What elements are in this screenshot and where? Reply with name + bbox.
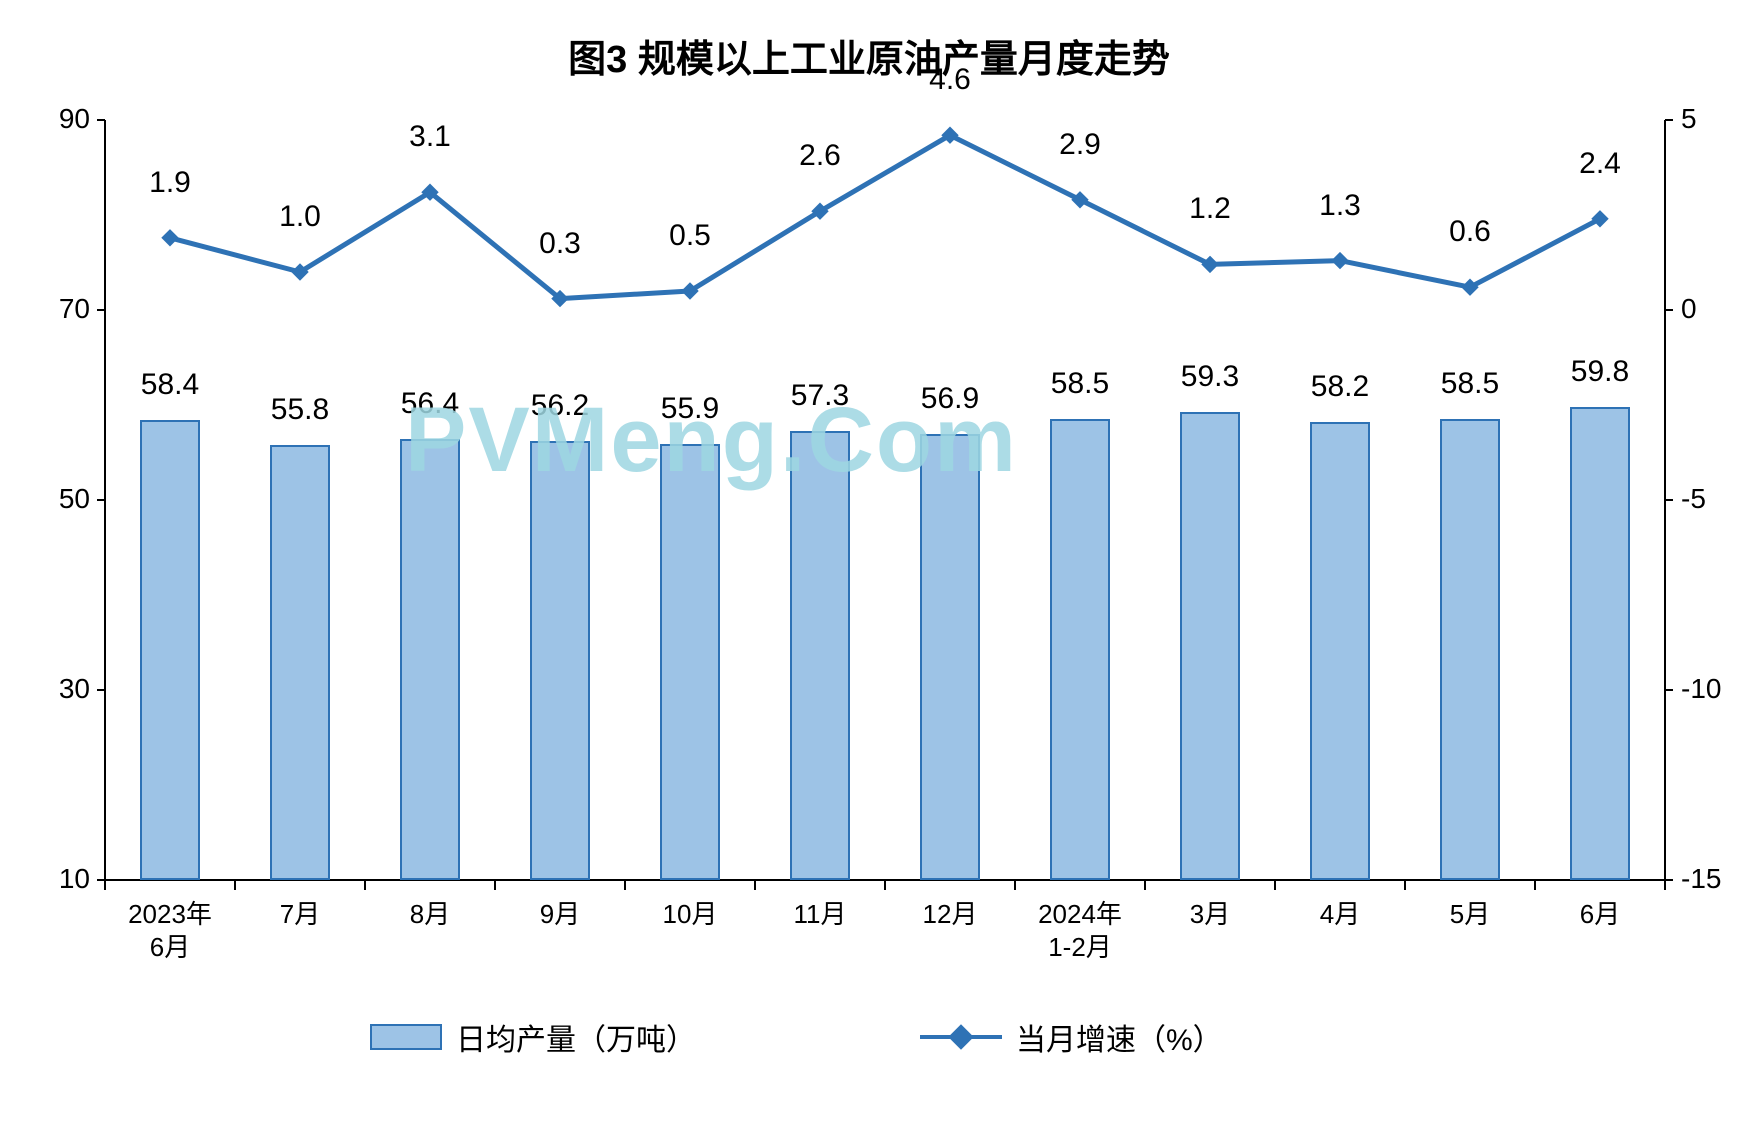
- bar: [1180, 412, 1240, 880]
- bar: [1310, 422, 1370, 880]
- bar: [400, 439, 460, 880]
- x-axis-label: 4月: [1275, 898, 1405, 931]
- bar-value-label: 58.5: [1015, 367, 1145, 401]
- y-right-tick: 5: [1681, 103, 1697, 135]
- line-value-label: 1.2: [1145, 192, 1275, 226]
- y-right-tick: -10: [1681, 673, 1721, 705]
- legend-line-swatch: [920, 1024, 1002, 1050]
- bar-value-label: 56.2: [495, 389, 625, 423]
- bar: [1570, 407, 1630, 880]
- bar-value-label: 57.3: [755, 379, 885, 413]
- line-value-label: 3.1: [365, 120, 495, 154]
- line-value-label: 2.9: [1015, 128, 1145, 162]
- bar: [660, 444, 720, 880]
- y-left-tick: 50: [35, 483, 90, 515]
- bar-value-label: 59.8: [1535, 355, 1665, 389]
- bar-value-label: 58.5: [1405, 367, 1535, 401]
- bar: [270, 445, 330, 880]
- line-value-label: 0.5: [625, 219, 755, 253]
- bar: [790, 431, 850, 880]
- y-right-tick: -5: [1681, 483, 1706, 515]
- x-axis-label: 7月: [235, 898, 365, 931]
- plot-area: 1030507090-15-10-5052023年 6月7月8月9月10月11月…: [105, 120, 1665, 880]
- bar-value-label: 55.8: [235, 393, 365, 427]
- legend-bar-swatch: [370, 1024, 442, 1050]
- chart-title: 图3 规模以上工业原油产量月度走势: [0, 28, 1738, 83]
- y-left-tick: 90: [35, 103, 90, 135]
- legend-bar: 日均产量（万吨）: [370, 1015, 696, 1059]
- x-axis-label: 10月: [625, 898, 755, 931]
- line-value-label: 2.4: [1535, 147, 1665, 181]
- x-axis-label: 9月: [495, 898, 625, 931]
- bar: [1050, 419, 1110, 880]
- bar-value-label: 58.2: [1275, 370, 1405, 404]
- line-value-label: 1.0: [235, 200, 365, 234]
- bar-value-label: 58.4: [105, 368, 235, 402]
- y-right-tick: 0: [1681, 293, 1697, 325]
- line-value-label: 1.3: [1275, 189, 1405, 223]
- x-axis-label: 5月: [1405, 898, 1535, 931]
- x-axis-label: 8月: [365, 898, 495, 931]
- bar-value-label: 55.9: [625, 392, 755, 426]
- line-value-label: 4.6: [885, 63, 1015, 97]
- x-axis-label: 6月: [1535, 898, 1665, 931]
- bar: [530, 441, 590, 880]
- y-left-tick: 10: [35, 863, 90, 895]
- y-right-tick: -15: [1681, 863, 1721, 895]
- line-value-label: 1.9: [105, 166, 235, 200]
- legend-line-label: 当月增速（%）: [1016, 1015, 1223, 1059]
- line-value-label: 0.3: [495, 227, 625, 261]
- y-left-tick: 70: [35, 293, 90, 325]
- bar-value-label: 56.4: [365, 387, 495, 421]
- legend-bar-label: 日均产量（万吨）: [456, 1015, 696, 1059]
- x-axis-label: 3月: [1145, 898, 1275, 931]
- legend-line: 当月增速（%）: [920, 1015, 1223, 1059]
- x-axis-label: 2024年 1-2月: [1015, 898, 1145, 963]
- bar: [920, 434, 980, 880]
- y-left-tick: 30: [35, 673, 90, 705]
- bar: [1440, 419, 1500, 880]
- bar-value-label: 59.3: [1145, 360, 1275, 394]
- line-value-label: 0.6: [1405, 215, 1535, 249]
- bar-value-label: 56.9: [885, 382, 1015, 416]
- bar: [140, 420, 200, 880]
- x-axis-label: 12月: [885, 898, 1015, 931]
- x-axis-label: 2023年 6月: [105, 898, 235, 963]
- line-value-label: 2.6: [755, 139, 885, 173]
- x-axis-label: 11月: [755, 898, 885, 931]
- chart-container: 图3 规模以上工业原油产量月度走势 1030507090-15-10-50520…: [0, 0, 1738, 1135]
